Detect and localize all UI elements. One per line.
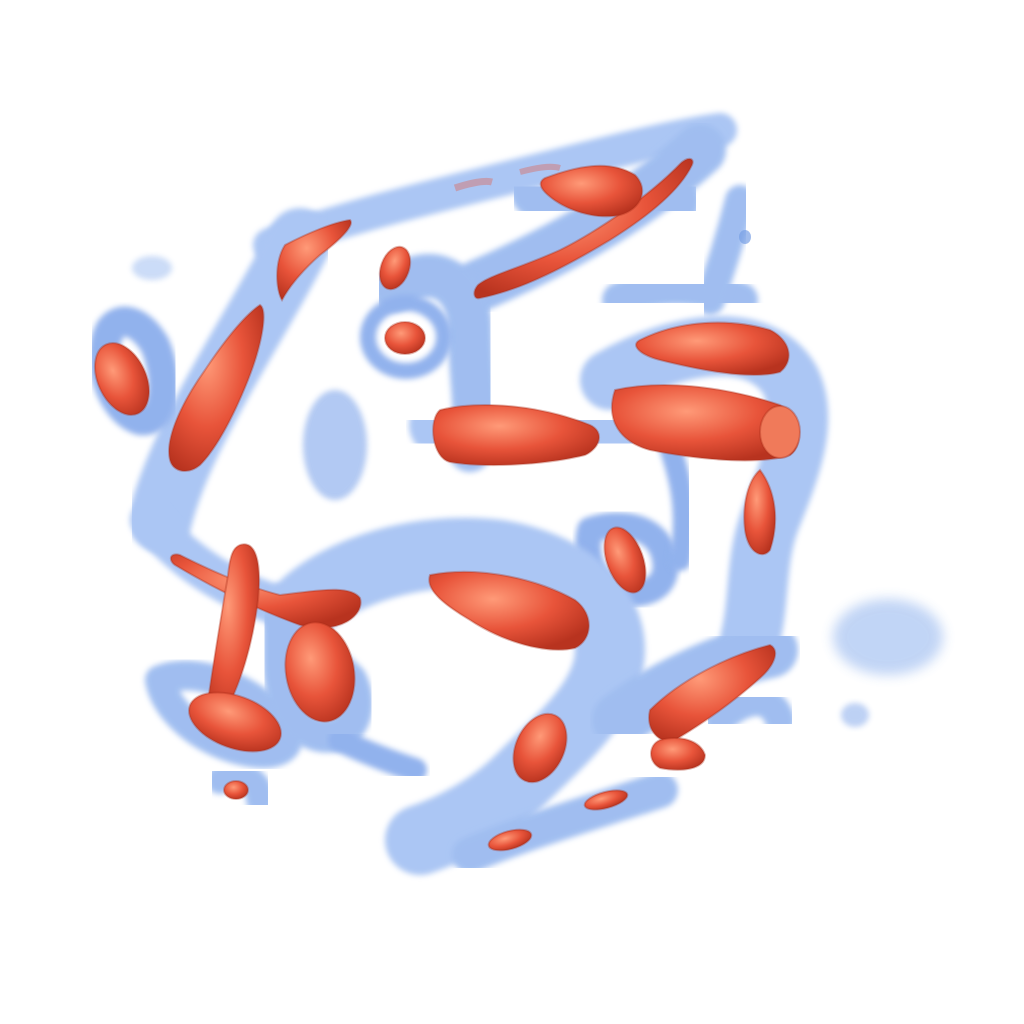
inner-isosurface-group	[93, 157, 801, 852]
